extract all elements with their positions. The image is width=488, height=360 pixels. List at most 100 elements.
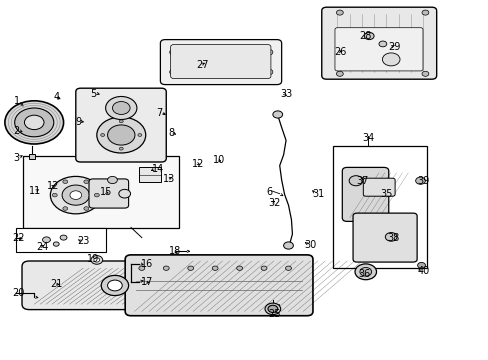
- Circle shape: [119, 147, 123, 150]
- Circle shape: [264, 303, 280, 315]
- Circle shape: [97, 117, 145, 153]
- Circle shape: [354, 264, 376, 280]
- Text: 34: 34: [361, 132, 374, 143]
- Circle shape: [187, 266, 193, 270]
- Circle shape: [70, 191, 81, 199]
- Text: 10: 10: [212, 155, 224, 165]
- Bar: [29, 154, 35, 159]
- FancyBboxPatch shape: [352, 213, 416, 262]
- Text: 39: 39: [416, 176, 428, 186]
- FancyBboxPatch shape: [342, 167, 388, 221]
- Bar: [16, 228, 106, 252]
- Text: 18: 18: [168, 246, 181, 256]
- Circle shape: [62, 180, 67, 184]
- Circle shape: [24, 115, 44, 130]
- Text: 1: 1: [14, 96, 20, 106]
- Text: 2: 2: [14, 126, 20, 136]
- Circle shape: [421, 71, 428, 76]
- Text: 4: 4: [54, 92, 60, 102]
- FancyBboxPatch shape: [170, 45, 270, 78]
- Text: 36: 36: [358, 269, 370, 279]
- Circle shape: [385, 233, 396, 241]
- Circle shape: [364, 32, 373, 40]
- Text: 3: 3: [14, 153, 20, 163]
- FancyBboxPatch shape: [321, 7, 436, 79]
- Circle shape: [105, 96, 137, 120]
- Circle shape: [112, 102, 130, 114]
- Circle shape: [139, 266, 144, 270]
- Text: 20: 20: [12, 288, 24, 298]
- Circle shape: [60, 235, 67, 240]
- Circle shape: [84, 180, 88, 184]
- Circle shape: [53, 242, 59, 246]
- Bar: [333, 146, 427, 268]
- Text: 31: 31: [311, 189, 324, 199]
- Circle shape: [272, 111, 282, 118]
- Text: 21: 21: [50, 279, 62, 289]
- Circle shape: [94, 193, 99, 197]
- Text: 33: 33: [280, 89, 292, 99]
- Circle shape: [348, 176, 362, 186]
- FancyBboxPatch shape: [89, 179, 128, 208]
- Text: 38: 38: [387, 233, 399, 243]
- Circle shape: [163, 266, 169, 270]
- Text: 35: 35: [380, 189, 392, 199]
- Text: 32: 32: [267, 198, 280, 208]
- Text: 25: 25: [267, 309, 280, 319]
- Text: 24: 24: [37, 242, 49, 252]
- Circle shape: [107, 280, 122, 291]
- Bar: [23, 156, 179, 228]
- Text: 26: 26: [333, 47, 346, 57]
- Circle shape: [169, 69, 177, 75]
- Circle shape: [359, 267, 371, 276]
- Circle shape: [236, 266, 242, 270]
- Text: 7: 7: [156, 108, 163, 118]
- Text: 12: 12: [192, 159, 204, 169]
- FancyBboxPatch shape: [76, 88, 166, 162]
- Circle shape: [107, 176, 117, 184]
- Circle shape: [119, 120, 123, 123]
- Circle shape: [91, 256, 102, 264]
- Text: 17: 17: [141, 276, 153, 287]
- FancyBboxPatch shape: [363, 178, 394, 196]
- Text: 23: 23: [77, 236, 89, 246]
- Circle shape: [261, 266, 266, 270]
- Text: 6: 6: [266, 186, 272, 197]
- Circle shape: [101, 134, 104, 136]
- Text: 19: 19: [87, 254, 99, 264]
- Circle shape: [267, 305, 277, 312]
- Circle shape: [336, 71, 343, 76]
- Circle shape: [336, 10, 343, 15]
- Circle shape: [62, 207, 67, 210]
- Text: 14: 14: [151, 164, 163, 174]
- Text: 11: 11: [29, 186, 41, 196]
- Text: 27: 27: [196, 60, 209, 70]
- Circle shape: [417, 262, 425, 268]
- Circle shape: [50, 176, 101, 214]
- Circle shape: [107, 125, 135, 145]
- Circle shape: [119, 189, 130, 198]
- Circle shape: [169, 49, 177, 55]
- Circle shape: [421, 10, 428, 15]
- Circle shape: [415, 177, 425, 184]
- Text: 30: 30: [304, 240, 316, 250]
- Circle shape: [264, 49, 272, 55]
- Text: 9: 9: [76, 117, 82, 127]
- Text: 15: 15: [100, 186, 112, 197]
- Circle shape: [52, 193, 57, 197]
- Circle shape: [15, 108, 54, 137]
- FancyBboxPatch shape: [125, 255, 312, 316]
- Circle shape: [5, 101, 63, 144]
- Text: 12: 12: [46, 181, 59, 191]
- Text: 37: 37: [355, 176, 367, 186]
- Text: 13: 13: [163, 174, 175, 184]
- Circle shape: [264, 69, 272, 75]
- FancyBboxPatch shape: [334, 28, 422, 71]
- Bar: [139, 167, 161, 182]
- Text: 16: 16: [141, 258, 153, 269]
- Text: 5: 5: [90, 89, 97, 99]
- Circle shape: [94, 258, 100, 262]
- Circle shape: [138, 134, 142, 136]
- Circle shape: [42, 237, 50, 243]
- FancyBboxPatch shape: [160, 40, 281, 85]
